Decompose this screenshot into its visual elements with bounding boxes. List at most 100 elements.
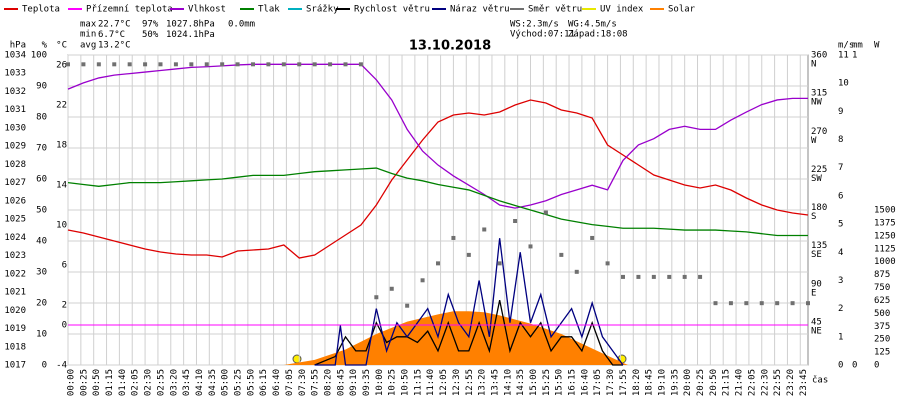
y-tick-label: 1031 (4, 105, 26, 115)
wind-direction-point (96, 62, 101, 67)
y-tick-label: 18 (56, 141, 67, 151)
x-tick-label: 14:35 (516, 369, 526, 396)
wind-direction-point (281, 62, 286, 67)
y-tick-label: 1033 (4, 69, 26, 79)
wind-direction-point (775, 301, 780, 306)
wind-direction-point (328, 62, 333, 67)
x-tick-label: 05:00 (221, 369, 231, 396)
y-tick-label: 1024 (4, 233, 26, 243)
y-tick-label: 270 (811, 127, 827, 137)
y-tick-label: 375 (874, 322, 890, 332)
y-tick-label: 40 (36, 237, 47, 247)
y-tick-label: 6 (62, 261, 67, 271)
x-tick-label: 03:45 (182, 369, 192, 396)
y-tick-label: 60 (36, 175, 47, 185)
y-tick-label: 10 (36, 330, 47, 340)
y-tick-label: 1022 (4, 269, 26, 279)
legend-label: Teplota (22, 5, 60, 15)
x-tick-label: 02:30 (144, 369, 154, 396)
y-tick-label: 1000 (874, 257, 896, 267)
compass-label: NW (811, 98, 822, 108)
y-tick-label: 45 (811, 317, 822, 327)
axis-unit: hPa (10, 41, 26, 51)
y-tick-label: 1025 (4, 215, 26, 225)
x-tick-label: 00:00 (67, 369, 77, 396)
x-tick-label: 08:45 (336, 369, 346, 396)
wind-direction-point (651, 274, 656, 279)
wind-direction-point (621, 274, 625, 279)
solar-area (283, 311, 629, 365)
stat-value: 50% (142, 30, 159, 40)
x-tick-label: 12:05 (439, 369, 449, 396)
y-tick-label: 360 (811, 51, 827, 61)
x-tick-label: 19:35 (670, 369, 680, 396)
wind-direction-point (436, 261, 440, 266)
x-tick-label: 11:40 (426, 369, 436, 396)
y-tick-label: 3 (838, 276, 843, 286)
y-tick-label: 1 (852, 51, 857, 61)
wind-direction-point (698, 274, 703, 279)
y-tick-label: 1019 (4, 324, 26, 334)
x-tick-label: 23:45 (799, 369, 809, 396)
y-tick-label: 20 (36, 299, 47, 309)
wind-direction-point (358, 62, 363, 67)
x-tick-label: 17:55 (619, 369, 629, 396)
compass-label: SE (811, 250, 822, 260)
wind-direction-point (297, 62, 302, 67)
stat-value: WG:4.5m/s (568, 20, 617, 30)
wind-direction-point (266, 62, 271, 67)
y-tick-label: 7 (838, 163, 843, 173)
wind-direction-point (605, 261, 610, 266)
y-tick-label: 1029 (4, 142, 26, 152)
y-tick-label: 1375 (874, 218, 896, 228)
x-tick-label: 12:30 (452, 369, 462, 396)
y-tick-label: 1020 (4, 306, 26, 316)
x-tick-label: 20:25 (696, 369, 706, 396)
legend-label: Směr větru (528, 5, 582, 15)
y-tick-label: 1026 (4, 196, 26, 206)
wind-direction-point (420, 278, 425, 283)
y-tick-label: 2 (62, 301, 67, 311)
x-axis-label: čas (812, 375, 828, 386)
series-line (67, 99, 809, 259)
wind-direction-point (497, 261, 502, 266)
x-tick-label: 11:15 (413, 369, 423, 396)
x-tick-label: 12:55 (465, 369, 475, 396)
stat-value: 1024.1hPa (166, 30, 215, 40)
y-tick-label: 315 (811, 89, 827, 99)
y-tick-label: 14 (56, 181, 67, 191)
wind-direction-point (343, 62, 348, 67)
stat-value: 97% (142, 20, 159, 30)
x-tick-label: 20:50 (709, 369, 719, 396)
y-tick-label: 875 (874, 270, 890, 280)
wind-direction-point (451, 235, 456, 240)
y-tick-label: 1250 (874, 231, 896, 241)
y-tick-label: 500 (874, 309, 890, 319)
x-tick-label: 22:55 (773, 369, 783, 396)
y-tick-label: 0 (852, 361, 857, 371)
y-tick-label: 1017 (4, 361, 26, 371)
x-tick-label: 10:50 (401, 369, 411, 396)
stat-value: 22.7°C (98, 20, 131, 30)
x-tick-label: 00:50 (92, 369, 102, 396)
x-tick-label: 02:55 (156, 369, 166, 396)
series-line (314, 238, 624, 366)
wind-direction-point (143, 62, 148, 67)
wind-direction-point (790, 301, 795, 306)
wind-direction-point (112, 62, 117, 67)
axis-unit: m/s (838, 41, 854, 51)
x-tick-label: 18:45 (645, 369, 655, 396)
x-tick-label: 07:55 (311, 369, 321, 396)
compass-label: S (811, 212, 816, 222)
wind-direction-point (590, 235, 595, 240)
compass-label: NE (811, 326, 822, 336)
compass-label: SW (811, 174, 822, 184)
wind-direction-point (312, 62, 317, 67)
x-tick-label: 07:05 (285, 369, 295, 396)
x-tick-label: 20:00 (683, 369, 693, 396)
legend-label: UV index (600, 5, 644, 15)
y-tick-label: 125 (874, 348, 890, 358)
stat-value: WS:2.3m/s (510, 20, 559, 30)
y-tick-label: 0 (874, 361, 879, 371)
